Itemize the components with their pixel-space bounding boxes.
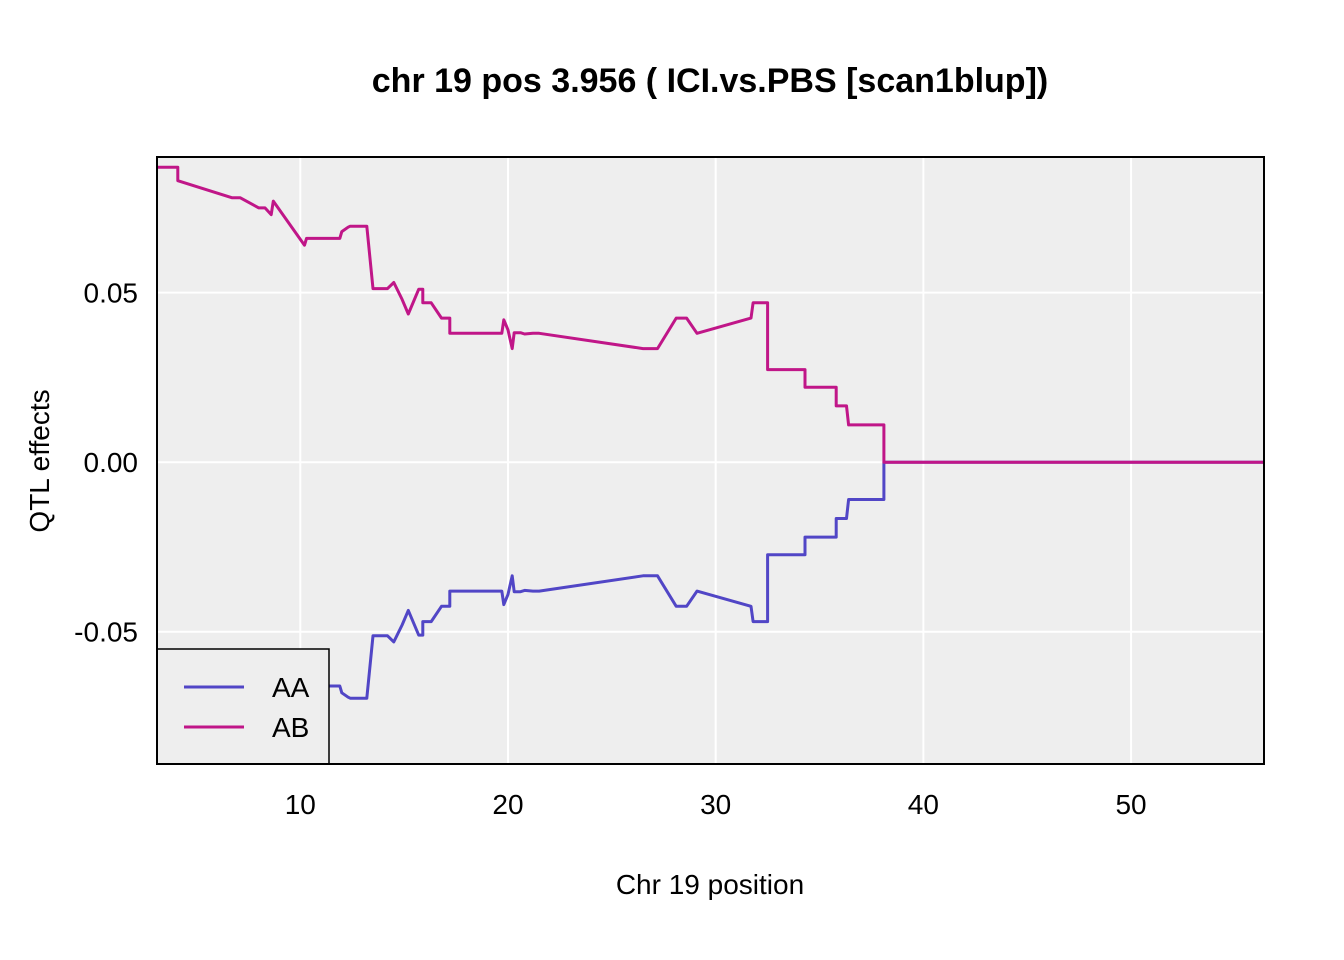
y-tick-label: 0.05 (84, 278, 139, 309)
x-axis-label: Chr 19 position (616, 869, 804, 900)
x-tick-label: 50 (1115, 789, 1146, 820)
legend-label-aa: AA (272, 672, 310, 703)
x-tick-labels: 10 20 30 40 50 (285, 789, 1147, 820)
legend-label-ab: AB (272, 712, 309, 743)
legend: AA AB (156, 648, 330, 765)
chart-title: chr 19 pos 3.956 ( ICI.vs.PBS [scan1blup… (372, 62, 1048, 100)
plot-background (157, 157, 1264, 764)
y-axis-label: QTL effects (24, 389, 55, 532)
x-tick-label: 30 (700, 789, 731, 820)
y-tick-label: 0.00 (84, 447, 139, 478)
y-tick-label: -0.05 (74, 617, 138, 648)
legend-box (156, 648, 330, 765)
x-tick-label: 40 (908, 789, 939, 820)
x-tick-label: 20 (492, 789, 523, 820)
series-line-ab (157, 165, 1264, 464)
y-tick-labels: -0.05 0.00 0.05 (74, 278, 138, 648)
plot-frame (156, 156, 1265, 765)
x-tick-label: 10 (285, 789, 316, 820)
